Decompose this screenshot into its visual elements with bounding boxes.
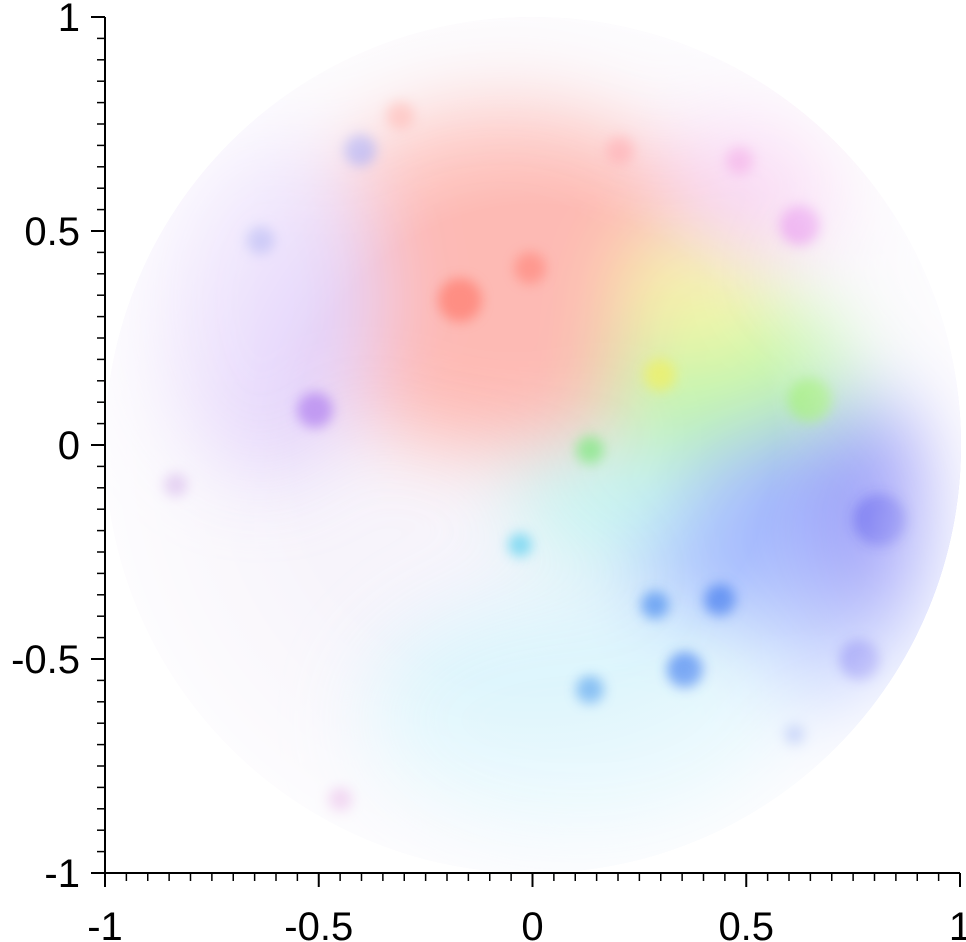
x-tick-label: 0.5 — [718, 905, 774, 942]
image-disk — [105, 17, 961, 873]
y-tick-label: 0 — [58, 424, 80, 468]
y-tick-label: 1 — [58, 0, 80, 40]
x-tick-label: -0.5 — [284, 905, 353, 942]
x-tick-label: 1 — [949, 905, 966, 942]
y-tick-label: -1 — [44, 852, 80, 896]
y-tick-label: -0.5 — [11, 638, 80, 682]
y-tick-label: 0.5 — [24, 210, 80, 254]
x-tick-label: -1 — [87, 905, 123, 942]
x-tick-label: 0 — [521, 905, 543, 942]
